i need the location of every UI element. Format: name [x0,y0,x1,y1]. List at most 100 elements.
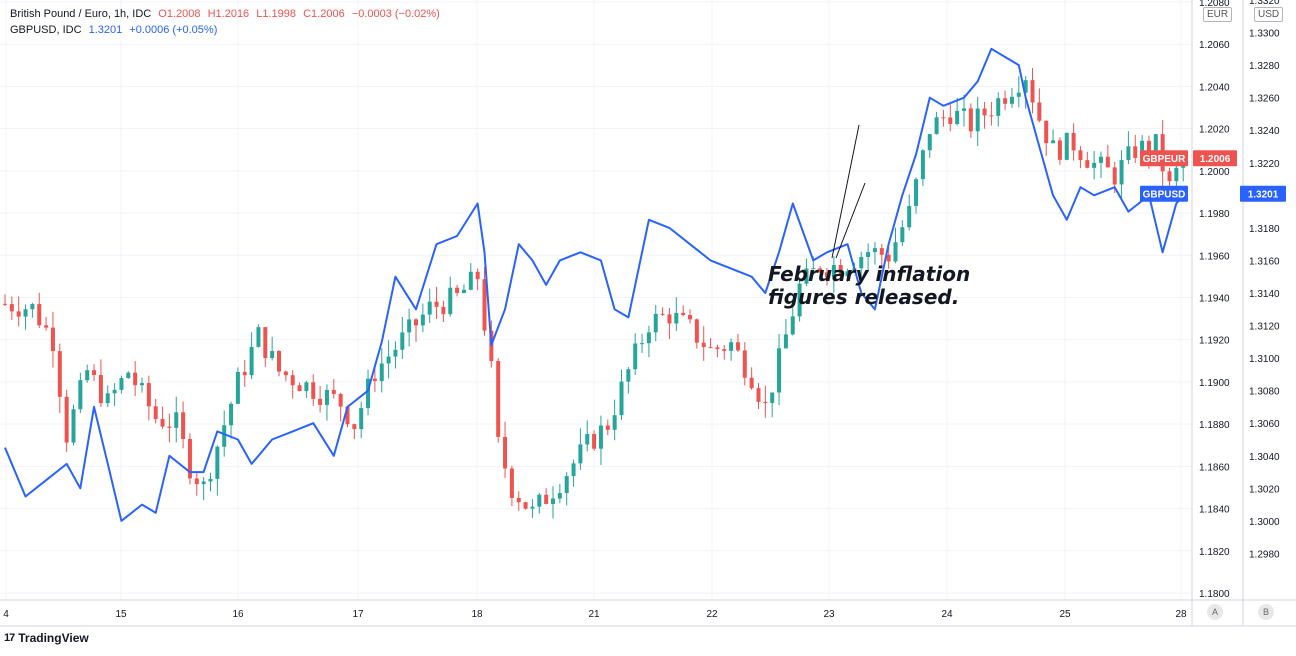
usd-tick-label: 1.3040 [1249,452,1280,463]
candle-body [57,351,62,397]
candle-body [448,287,453,315]
candle-body [50,327,55,352]
eur-tick-label: 1.1860 [1199,462,1230,473]
candle-body [1146,140,1151,154]
candle-body [1023,80,1028,93]
candle-body [996,98,1001,116]
candle-body [105,393,110,404]
candle-body [44,325,49,328]
candle-body [174,412,179,428]
candle-body [605,425,610,430]
candle-body [1003,98,1008,104]
candle-body [1064,132,1069,160]
candle-body [968,108,973,132]
candle-body [194,478,199,485]
candle-body [64,396,69,443]
change-value: −0.0003 (−0.02%) [351,8,440,20]
candle-body [434,301,439,307]
candle-body [722,349,727,351]
candle-body [283,371,288,376]
candle-body [1078,150,1083,161]
candle-body [1085,160,1090,168]
candle-body [523,502,528,509]
candle-body [1167,171,1172,182]
x-tick-label: 15 [115,609,127,620]
candle-body [496,361,501,437]
candle-body [345,406,350,425]
candle-body [201,481,206,485]
candle-body [715,347,720,350]
annotation-arrow [831,124,860,259]
candle-body [1140,140,1145,158]
candle-body [23,309,28,317]
candle-body [263,327,268,359]
candle-body [879,248,884,255]
auto-scale-button[interactable]: A [1207,604,1223,620]
compare-change: +0.0006 (+0.05%) [129,24,218,36]
candle-body [831,265,836,278]
gbpusd-line [4,47,1184,522]
candle-body [1051,140,1056,144]
candle-body [235,371,240,404]
candle-body [653,313,658,333]
candle-body [352,424,357,430]
eur-tick-label: 1.1900 [1199,378,1230,389]
candle-body [1133,146,1138,158]
usd-tick-label: 1.2980 [1249,549,1280,560]
candle-body [167,426,172,428]
candle-body [530,506,535,509]
eur-unit-label[interactable]: EUR [1203,7,1233,22]
candle-body [509,468,514,498]
candle-body [681,312,686,316]
candle-body [688,315,692,320]
candle-body [872,248,877,253]
candle-body [694,319,699,343]
open-value: 1.2008 [166,8,201,20]
tradingview-logo[interactable]: 17 TradingView [4,631,89,645]
low-value: 1.1998 [262,8,297,20]
eur-tick-label: 1.1940 [1199,294,1230,305]
candle-body [420,314,425,326]
candle-body [797,283,802,317]
candle-body [441,306,446,315]
candle-body [989,115,994,117]
candle-body [544,494,549,504]
compare-value: 1.3201 [88,24,123,36]
candle-body [37,304,42,326]
candle-body [790,316,795,335]
candle-body [1112,167,1117,185]
candle-body [256,327,261,347]
usd-unit-label[interactable]: USD [1254,7,1284,22]
candle-body [208,478,213,482]
candle-body [311,382,316,399]
candle-body [503,436,508,469]
usd-tick-label: 1.3000 [1249,517,1280,528]
candle-body [1037,102,1042,121]
usd-tick-label: 1.3320 [1249,0,1280,7]
candle-body [571,463,576,477]
usd-tick-label: 1.3180 [1249,224,1280,235]
candle-body [818,268,823,273]
candle-body [667,314,672,324]
x-tick-label: 28 [1175,609,1187,620]
candle-body [379,363,384,381]
usd-tick-label: 1.3220 [1249,159,1280,170]
candle-body [140,383,144,386]
x-tick-label: 16 [232,609,244,620]
candle-body [708,347,713,349]
eur-tick-label: 1.1920 [1199,336,1230,347]
candle-body [619,381,624,416]
candle-body [153,406,158,420]
candle-body [30,304,35,310]
candle-body [386,356,391,364]
scale-b-button[interactable]: B [1258,604,1274,620]
candle-body [537,494,542,507]
candle-body [304,382,309,392]
candle-body [982,108,987,116]
x-tick-label: 4 [3,609,9,620]
tradingview-logo-icon: 17 [4,632,15,644]
gbpeur-name-tag-bg [1140,150,1188,167]
candle-body [229,403,234,426]
